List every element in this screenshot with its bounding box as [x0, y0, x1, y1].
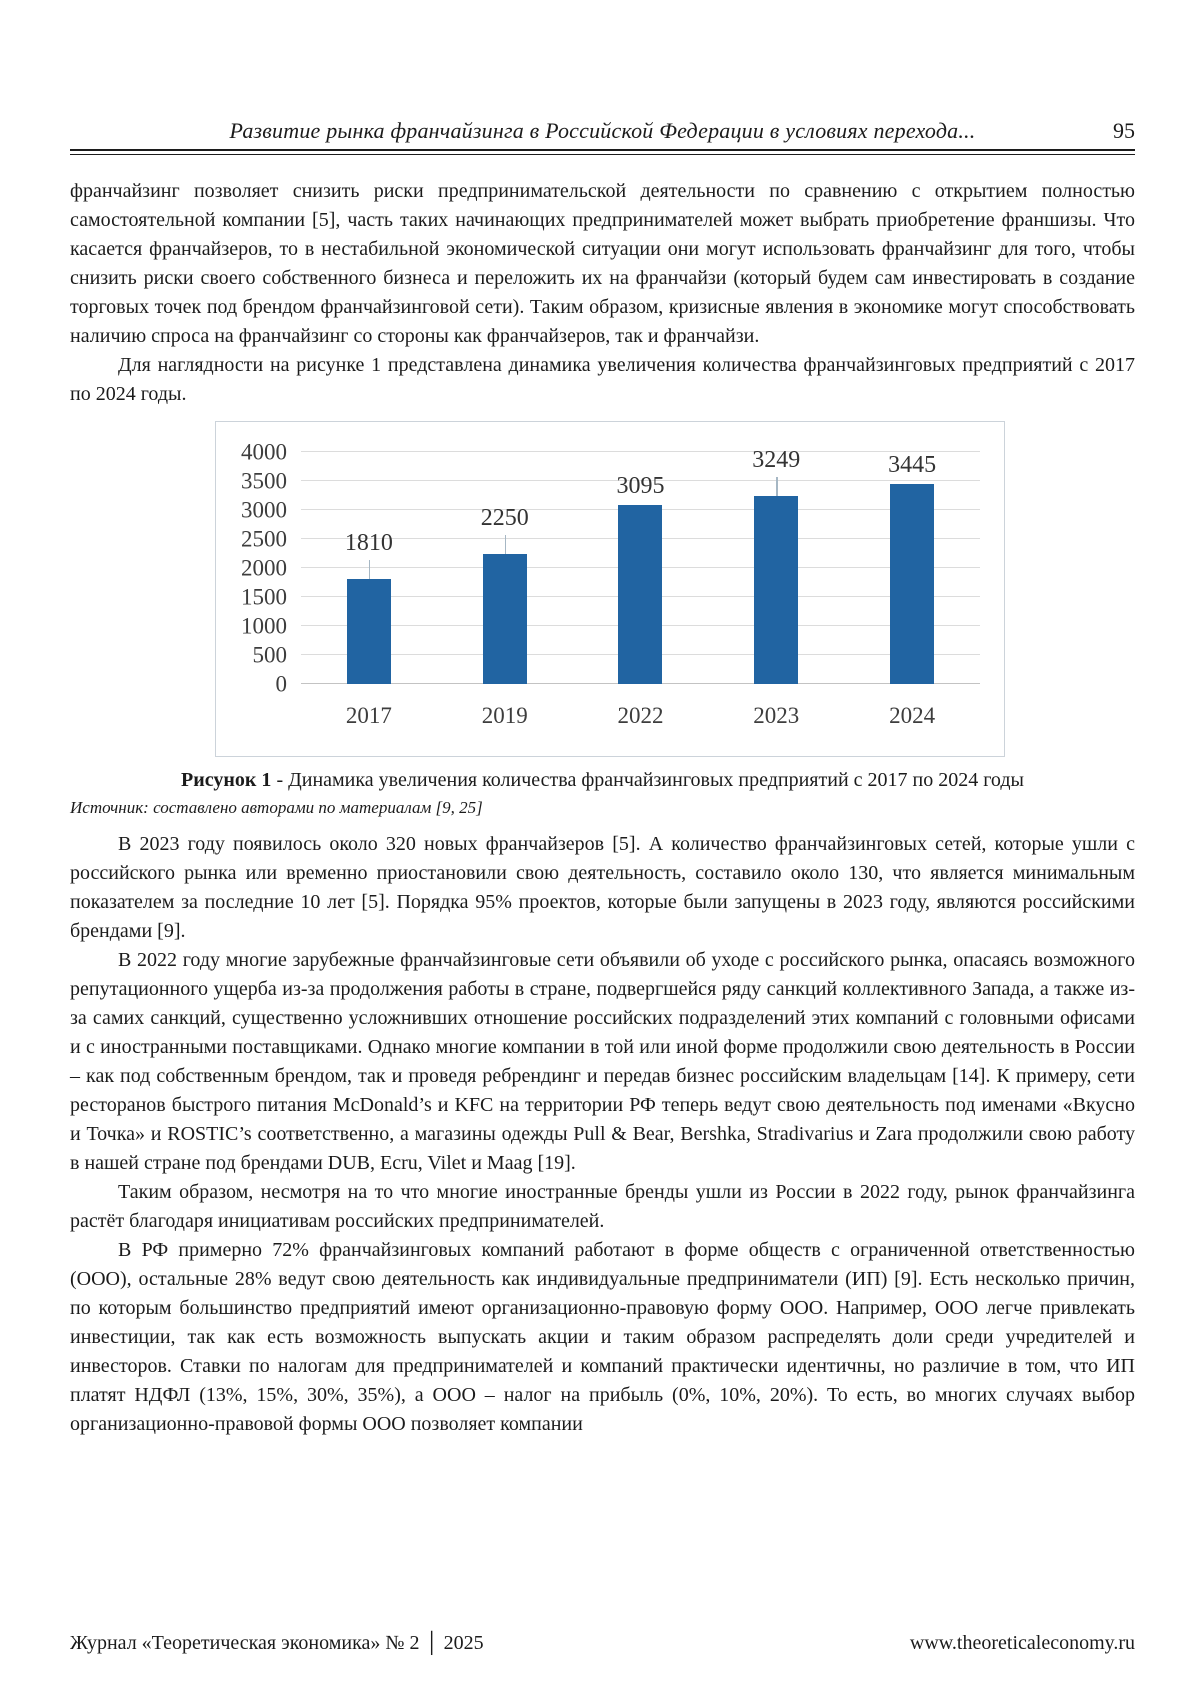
data-label-2024: 3445 — [888, 452, 937, 479]
paragraph: Таким образом, несмотря на то что многие… — [70, 1181, 1135, 1232]
bar-column-2024: 3445 — [844, 452, 980, 684]
running-head-title: Развитие рынка франчайзинга в Российской… — [229, 118, 976, 143]
data-label-leader-line — [504, 534, 507, 554]
running-head: Развитие рынка франчайзинга в Российской… — [70, 0, 1135, 155]
page-footer: Журнал «Теоретическая экономика» № 2 │ 2… — [70, 1632, 1135, 1655]
figure-caption-label: Рисунок 1 — [181, 769, 272, 791]
paragraph: В 2022 году многие зарубежные франчайзин… — [70, 949, 1135, 1174]
figure-caption-text: - Динамика увеличения количества франчай… — [271, 769, 1024, 791]
footer-journal-title: Журнал «Теоретическая экономика» № 2 │ 2… — [70, 1632, 484, 1654]
y-axis-tick-label: 0 — [275, 671, 288, 697]
bar-2019 — [482, 553, 527, 684]
page-content: Развитие рынка франчайзинга в Российской… — [70, 0, 1135, 1439]
y-axis-tick-label: 2500 — [241, 526, 287, 552]
x-axis-tick-label-2024: 2024 — [889, 703, 936, 728]
bar-2023 — [754, 495, 799, 684]
y-axis-tick-label: 3000 — [241, 497, 287, 523]
bar-2022 — [618, 504, 663, 684]
x-axis-tick-label-2023: 2023 — [753, 703, 800, 728]
gridline — [301, 480, 980, 481]
data-label-leader-line — [776, 476, 778, 496]
bar-column-2019: 2250 — [437, 452, 573, 684]
paragraph: В РФ примерно 72% франчайзинговых компан… — [70, 1239, 1135, 1435]
footer-journal-url[interactable]: www.theoreticaleconomy.ru — [909, 1632, 1135, 1654]
body-text-before-figure: франчайзинг позволяет снизить риски пред… — [70, 177, 1135, 409]
body-text-after-figure: В 2023 году появилось около 320 новых фр… — [70, 830, 1135, 1439]
bar-column-2017: 1810 — [301, 452, 437, 684]
y-axis-tick-label: 1500 — [241, 584, 287, 610]
figure-caption: Рисунок 1 - Динамика увеличения количест… — [70, 767, 1135, 794]
x-axis-tick-label-2017: 2017 — [345, 703, 392, 728]
figure-1-chart: 0 500 1000 1500 2000 2500 3000 3500 4000 2017 1810… — [215, 421, 1005, 757]
header-rule — [70, 149, 1135, 155]
y-axis-tick-label: 2000 — [241, 555, 287, 581]
bar-2024 — [890, 484, 935, 684]
y-axis-tick-label: 500 — [252, 642, 288, 668]
page-number: 95 — [1113, 118, 1135, 143]
chart-plot-area: 0 500 1000 1500 2000 2500 3000 3500 4000 2017 1810… — [241, 441, 980, 727]
paragraph: Для наглядности на рисунке 1 представлен… — [70, 354, 1135, 405]
y-axis-tick-label: 4000 — [241, 439, 287, 465]
bar-2017 — [346, 579, 391, 684]
x-axis-tick-label-2022: 2022 — [617, 703, 664, 728]
y-axis-tick-label: 1000 — [241, 613, 287, 639]
paragraph: франчайзинг позволяет снизить риски пред… — [70, 180, 1135, 347]
data-label-2017: 1810 — [344, 530, 393, 557]
gridline — [301, 451, 980, 452]
data-label-leader-line — [368, 560, 371, 580]
paragraph: В 2023 году появилось около 320 новых фр… — [70, 833, 1135, 942]
figure-source: Источник: составлено авторами по материа… — [70, 798, 483, 817]
data-label-2022: 3095 — [616, 472, 665, 499]
data-label-2019: 2250 — [480, 504, 529, 531]
bar-column-2023: 3249 — [708, 448, 844, 684]
x-axis-tick-label-2019: 2019 — [481, 703, 528, 728]
y-axis-tick-label: 3500 — [241, 468, 287, 494]
bar-column-2022: 3095 — [573, 452, 709, 684]
data-label-2023: 3249 — [752, 446, 801, 473]
